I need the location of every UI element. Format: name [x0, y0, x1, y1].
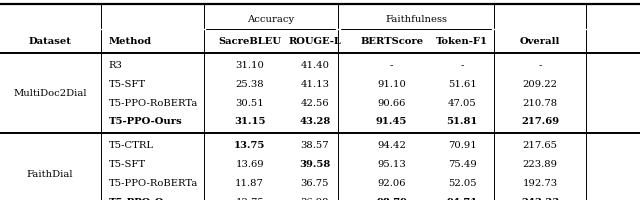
Text: 95.13: 95.13 [378, 160, 406, 169]
Text: 243.23: 243.23 [521, 198, 559, 200]
Text: 210.78: 210.78 [523, 99, 557, 108]
Text: T5-SFT: T5-SFT [109, 160, 146, 169]
Text: 30.51: 30.51 [236, 99, 264, 108]
Text: 94.71: 94.71 [447, 198, 477, 200]
Text: 47.05: 47.05 [448, 99, 476, 108]
Text: 91.45: 91.45 [376, 117, 408, 127]
Text: 92.06: 92.06 [378, 179, 406, 188]
Text: 13.69: 13.69 [236, 160, 264, 169]
Text: 192.73: 192.73 [523, 179, 557, 188]
Text: 51.61: 51.61 [448, 80, 476, 89]
Text: Overall: Overall [520, 38, 561, 46]
Text: 51.81: 51.81 [446, 117, 478, 127]
Text: SacreBLEU: SacreBLEU [218, 38, 281, 46]
Text: -: - [460, 61, 464, 70]
Text: 11.87: 11.87 [235, 179, 264, 188]
Text: 13.75: 13.75 [234, 142, 266, 150]
Text: 43.28: 43.28 [300, 117, 330, 127]
Text: 90.66: 90.66 [378, 99, 406, 108]
Text: -: - [390, 61, 394, 70]
Text: BERTScore: BERTScore [360, 38, 423, 46]
Text: 42.56: 42.56 [301, 99, 329, 108]
Text: Dataset: Dataset [29, 38, 71, 46]
Text: Accuracy: Accuracy [247, 16, 294, 24]
Text: 70.91: 70.91 [448, 142, 476, 150]
Text: 36.75: 36.75 [301, 179, 329, 188]
Text: Method: Method [109, 38, 152, 46]
Text: 41.40: 41.40 [300, 61, 330, 70]
Text: 217.69: 217.69 [521, 117, 559, 127]
Text: 223.89: 223.89 [523, 160, 557, 169]
Text: Token-F1: Token-F1 [436, 38, 488, 46]
Text: 91.10: 91.10 [377, 80, 406, 89]
Text: 25.38: 25.38 [236, 80, 264, 89]
Text: 12.75: 12.75 [236, 198, 264, 200]
Text: 36.98: 36.98 [301, 198, 329, 200]
Text: 41.13: 41.13 [300, 80, 330, 89]
Text: T5-PPO-RoBERTa: T5-PPO-RoBERTa [109, 99, 198, 108]
Text: 38.57: 38.57 [301, 142, 329, 150]
Text: T5-PPO-Ours: T5-PPO-Ours [109, 198, 182, 200]
Text: 94.42: 94.42 [377, 142, 406, 150]
Text: 39.58: 39.58 [300, 160, 330, 169]
Text: Faithfulness: Faithfulness [385, 16, 447, 24]
Text: ROUGE-L: ROUGE-L [289, 38, 341, 46]
Text: 209.22: 209.22 [523, 80, 557, 89]
Text: 31.10: 31.10 [235, 61, 264, 70]
Text: 52.05: 52.05 [448, 179, 476, 188]
Text: FaithDial: FaithDial [27, 170, 73, 179]
Text: 98.79: 98.79 [376, 198, 407, 200]
Text: -: - [538, 61, 542, 70]
Text: T5-SFT: T5-SFT [109, 80, 146, 89]
Text: T5-CTRL: T5-CTRL [109, 142, 154, 150]
Text: T5-PPO-Ours: T5-PPO-Ours [109, 117, 182, 127]
Text: MultiDoc2Dial: MultiDoc2Dial [13, 89, 86, 98]
Text: T5-PPO-RoBERTa: T5-PPO-RoBERTa [109, 179, 198, 188]
Text: 217.65: 217.65 [523, 142, 557, 150]
Text: 31.15: 31.15 [234, 117, 266, 127]
Text: 75.49: 75.49 [448, 160, 476, 169]
Text: R3: R3 [109, 61, 123, 70]
